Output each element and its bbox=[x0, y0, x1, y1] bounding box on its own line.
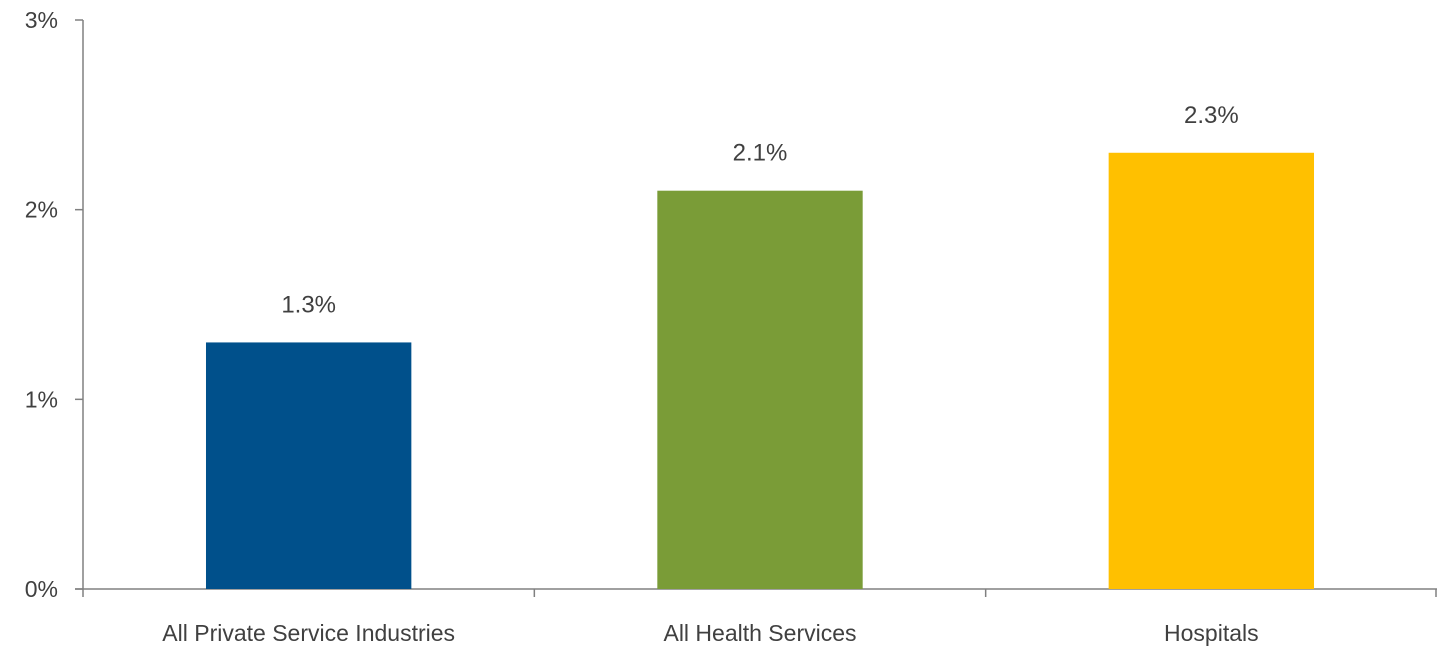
bar-value-label: 2.3% bbox=[1184, 102, 1239, 129]
x-category-label: Hospitals bbox=[1164, 620, 1259, 646]
bar-value-label: 2.1% bbox=[733, 140, 788, 167]
bar bbox=[657, 190, 863, 589]
labels-layer: 1.3% All Private Service Industries 2.1% Al… bbox=[162, 102, 1258, 646]
bar-value-label: 1.3% bbox=[281, 291, 336, 318]
x-category-label: All Private Service Industries bbox=[162, 620, 455, 646]
x-category-label: All Health Services bbox=[663, 620, 856, 646]
y-tick-label: 3% bbox=[25, 7, 58, 33]
bar bbox=[1108, 152, 1315, 589]
y-tick-label: 0% bbox=[25, 576, 58, 602]
bars-layer bbox=[205, 152, 1315, 589]
bar bbox=[205, 342, 412, 589]
y-tick-label: 1% bbox=[25, 386, 58, 412]
y-tick-label: 2% bbox=[25, 197, 58, 223]
